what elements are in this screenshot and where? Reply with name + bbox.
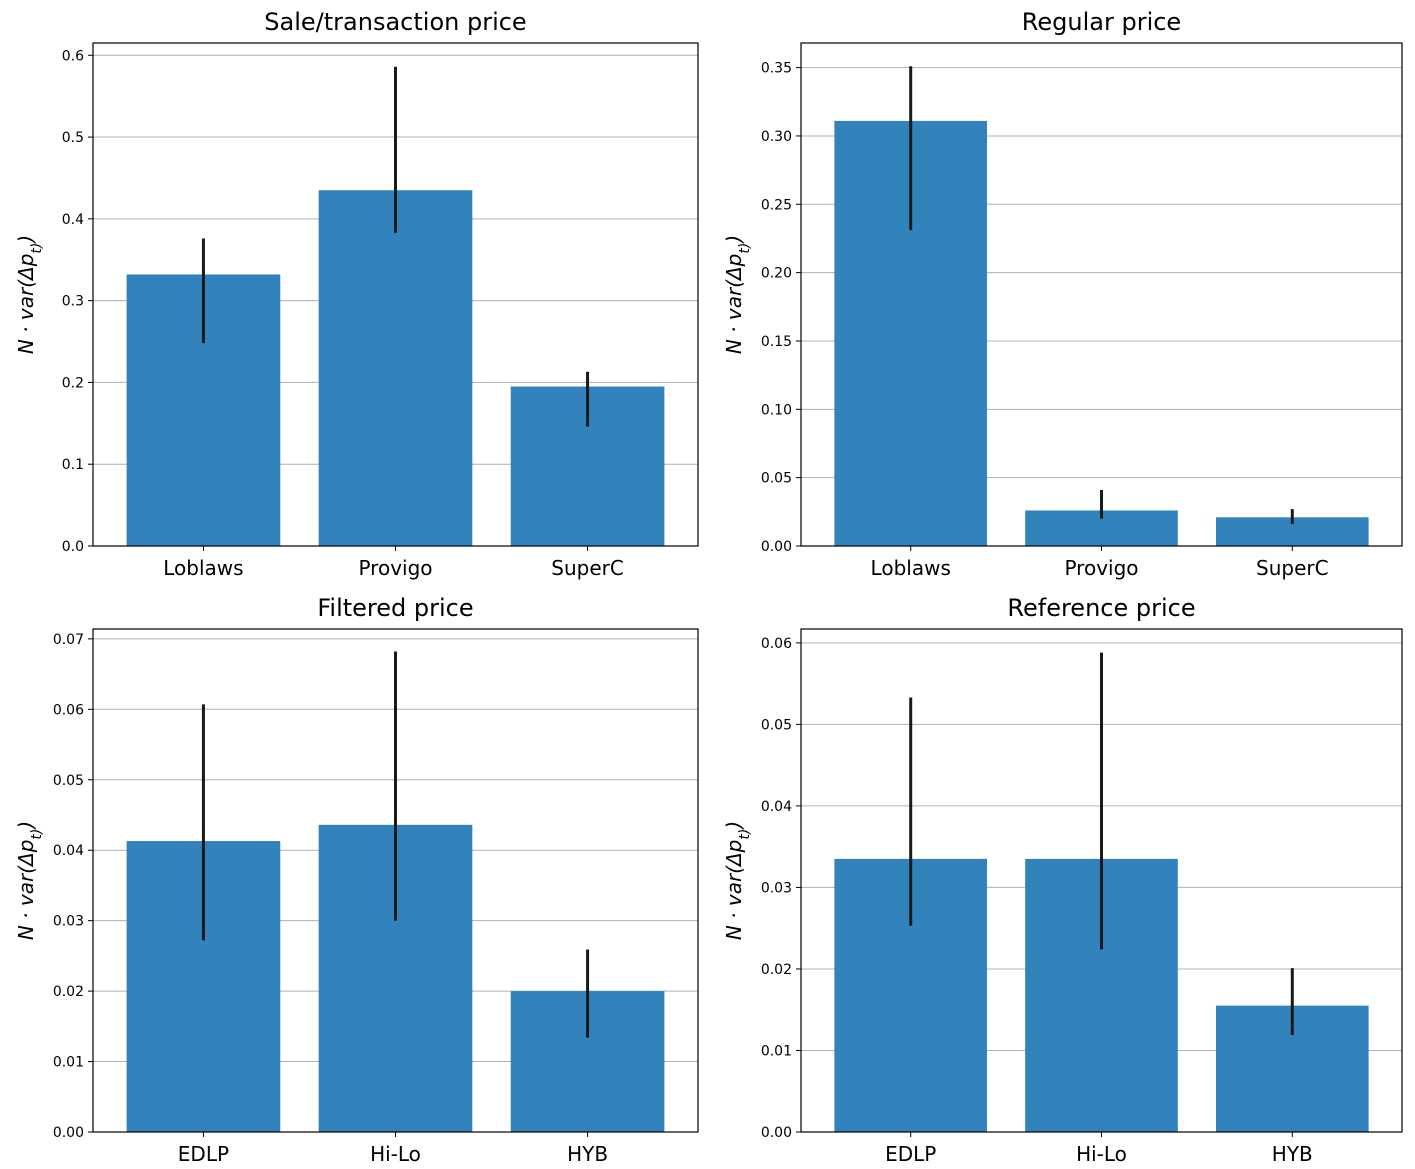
chart-panel-2: 0.00 0.05 0.10 0.15 0.20 0.25 0.30 0.35 Loblaws P… [722, 8, 1403, 580]
chart-title: Regular price [1022, 8, 1181, 36]
axes-frame [800, 42, 1403, 547]
x-tick-label: Provigo [1064, 556, 1138, 580]
x-tick-label: HYB [567, 1142, 608, 1166]
chart-panel-1: 0.0 0.1 0.2 0.3 0.4 0.5 0.6 Loblaws Provigo Super… [14, 8, 699, 580]
x-tick-label: HYB [1272, 1142, 1313, 1166]
x-tick-label: Loblaws [163, 556, 243, 580]
y-tick-label: 0.1 [62, 457, 84, 473]
y-tick-label: 0.20 [761, 266, 792, 282]
y-tick-label: 0.05 [761, 471, 792, 487]
x-tick-label: Provigo [358, 556, 432, 580]
y-tick-label: 0.2 [62, 375, 84, 391]
y-tick-label: 0.00 [761, 539, 792, 555]
y-tick-label: 0.01 [761, 1043, 792, 1059]
x-tick-label: Hi-Lo [1076, 1142, 1127, 1166]
y-tick-label: 0.15 [761, 334, 792, 350]
x-tick-label: Loblaws [871, 556, 951, 580]
y-tick-label: 0.6 [62, 48, 84, 64]
y-tick-label: 0.0 [62, 539, 84, 555]
x-tick-label: SuperC [1256, 556, 1329, 580]
y-tick-label: 0.05 [53, 773, 84, 789]
y-tick-label: 0.3 [62, 294, 84, 310]
chart-panel-4: 0.00 0.01 0.02 0.03 0.04 0.05 0.06 EDLP Hi-Lo HYB… [722, 594, 1403, 1166]
y-tick-label: 0.4 [62, 212, 84, 228]
y-axis-label: N · var(Δpt)) [722, 235, 753, 354]
chart-title: Sale/transaction price [264, 8, 526, 36]
y-tick-label: 0.00 [761, 1125, 792, 1141]
y-tick-label: 0.06 [53, 702, 84, 718]
y-tick-label: 0.04 [53, 843, 84, 859]
y-tick-label: 0.01 [53, 1055, 84, 1071]
chart-title: Reference price [1007, 594, 1195, 622]
y-tick-label: 0.10 [761, 402, 792, 418]
y-axis-label: N · var(Δpt)) [14, 235, 45, 354]
axes-frame [92, 42, 699, 547]
axes-frame [92, 628, 699, 1133]
y-tick-label: 0.30 [761, 129, 792, 145]
bar-provigo [318, 190, 473, 546]
chart-panel-3: 0.00 0.01 0.02 0.03 0.04 0.05 0.06 0.07 EDLP Hi-L… [14, 594, 699, 1166]
x-tick-label: Hi-Lo [370, 1142, 421, 1166]
y-tick-label: 0.07 [53, 632, 84, 648]
x-tick-label: EDLP [885, 1142, 936, 1166]
y-tick-label: 0.00 [53, 1125, 84, 1141]
y-tick-label: 0.04 [761, 799, 792, 815]
y-tick-label: 0.35 [761, 61, 792, 77]
x-tick-label: SuperC [551, 556, 624, 580]
y-tick-label: 0.05 [761, 717, 792, 733]
chart-title: Filtered price [317, 594, 473, 622]
y-tick-label: 0.06 [761, 636, 792, 652]
y-tick-label: 0.5 [62, 130, 84, 146]
axes-frame [800, 628, 1403, 1133]
y-axis-label: N · var(Δpt)) [722, 821, 753, 940]
y-axis-label: N · var(Δpt)) [14, 821, 45, 940]
y-tick-label: 0.02 [53, 984, 84, 1000]
x-tick-label: EDLP [178, 1142, 229, 1166]
y-tick-label: 0.03 [761, 880, 792, 896]
y-tick-label: 0.25 [761, 197, 792, 213]
y-tick-label: 0.03 [53, 914, 84, 930]
y-tick-label: 0.02 [761, 962, 792, 978]
